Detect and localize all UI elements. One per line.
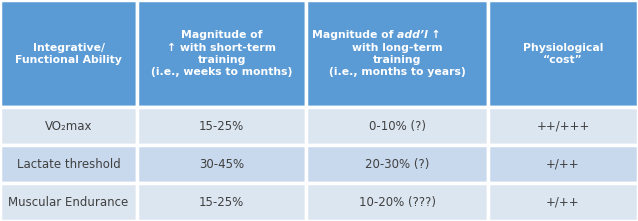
Text: “cost”: “cost” xyxy=(543,55,583,65)
Bar xyxy=(0,183,137,221)
Text: ++/+++: ++/+++ xyxy=(537,120,590,133)
Bar xyxy=(137,183,306,221)
Text: 0-10% (?): 0-10% (?) xyxy=(369,120,426,133)
Text: 10-20% (???): 10-20% (???) xyxy=(359,196,436,209)
Text: VO₂max: VO₂max xyxy=(45,120,93,133)
Bar xyxy=(306,183,488,221)
Text: add’l ↑: add’l ↑ xyxy=(397,30,441,40)
Bar xyxy=(137,145,306,183)
Text: training: training xyxy=(198,55,246,65)
Text: Muscular Endurance: Muscular Endurance xyxy=(8,196,129,209)
Text: 30-45%: 30-45% xyxy=(199,158,244,171)
Text: (i.e., weeks to months): (i.e., weeks to months) xyxy=(151,67,292,77)
Text: (i.e., months to years): (i.e., months to years) xyxy=(329,67,466,77)
Text: 15-25%: 15-25% xyxy=(199,120,244,133)
Bar xyxy=(488,0,638,107)
Bar xyxy=(488,183,638,221)
Text: Physiological: Physiological xyxy=(523,42,603,53)
Bar xyxy=(306,0,488,107)
Text: +/++: +/++ xyxy=(546,158,580,171)
Text: Integrative/: Integrative/ xyxy=(33,42,105,53)
Text: Magnitude of: Magnitude of xyxy=(181,30,262,40)
Text: Magnitude of: Magnitude of xyxy=(312,30,397,40)
Bar xyxy=(137,107,306,145)
Bar xyxy=(306,107,488,145)
Text: 15-25%: 15-25% xyxy=(199,196,244,209)
Text: Lactate threshold: Lactate threshold xyxy=(17,158,121,171)
Text: with long-term: with long-term xyxy=(352,42,443,53)
Bar xyxy=(137,0,306,107)
Text: 20-30% (?): 20-30% (?) xyxy=(365,158,429,171)
Text: ↑ with short-term: ↑ with short-term xyxy=(167,42,276,53)
Bar xyxy=(306,145,488,183)
Bar xyxy=(0,107,137,145)
Text: Functional Ability: Functional Ability xyxy=(15,55,122,65)
Bar xyxy=(0,0,137,107)
Bar xyxy=(488,145,638,183)
Text: +/++: +/++ xyxy=(546,196,580,209)
Bar xyxy=(0,145,137,183)
Bar xyxy=(488,107,638,145)
Text: training: training xyxy=(373,55,421,65)
